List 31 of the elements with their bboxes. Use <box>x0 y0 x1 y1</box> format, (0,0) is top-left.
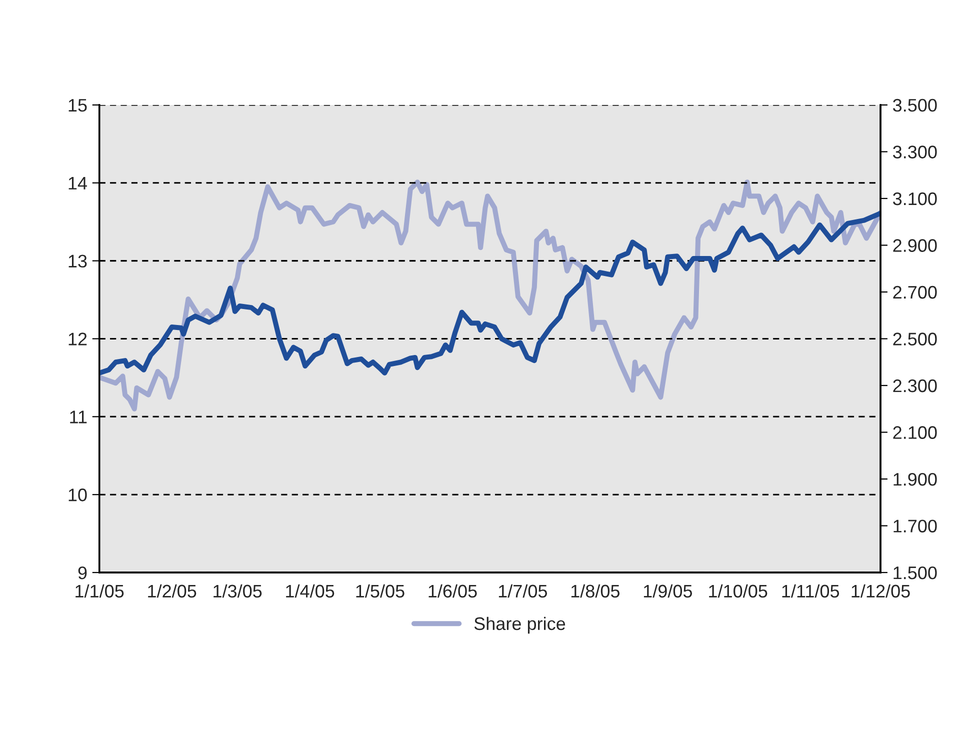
y2-tick-label: 2.700 <box>893 286 937 299</box>
x-tick-label: 1/7/05 <box>498 584 548 598</box>
x-tick-label: 1/11/05 <box>782 584 840 598</box>
x-tick-label: 1/2/05 <box>148 584 196 598</box>
y-tick-label: 10 <box>68 488 87 502</box>
x-tick-label: 1/1/05 <box>76 584 124 598</box>
x-tick-label: 1/10/05 <box>709 584 768 598</box>
x-tick-label: 1/12/05 <box>852 584 910 598</box>
y2-tick-label: 3.500 <box>893 98 937 112</box>
y-tick-label: 14 <box>68 177 87 190</box>
y-tick-label: 9 <box>78 566 87 580</box>
y2-tick-label: 2.900 <box>893 239 937 252</box>
x-tick-label: 1/6/05 <box>428 584 477 598</box>
y2-tick-label: 2.300 <box>893 379 937 392</box>
y2-tick-label: 1.700 <box>894 520 937 532</box>
legend-label: Share price <box>474 616 566 634</box>
x-tick-label: 1/4/05 <box>286 584 334 598</box>
x-tick-label: 1/9/05 <box>644 584 692 598</box>
y-tick-label: 15 <box>68 99 87 112</box>
y2-tick-label: 3.300 <box>893 146 937 158</box>
y2-tick-label: 3.100 <box>893 192 937 206</box>
y2-tick-label: 2.100 <box>893 426 937 439</box>
y-tick-label: 13 <box>68 254 87 268</box>
x-tick-label: 1/8/05 <box>571 584 620 598</box>
y2-tick-label: 2.500 <box>893 332 937 346</box>
y-tick-label: 12 <box>68 332 87 346</box>
y2-tick-label: 1.900 <box>894 472 937 486</box>
x-tick-label: 1/3/05 <box>214 584 262 598</box>
y2-tick-label: 1.500 <box>894 566 937 580</box>
x-tick-label: 1/5/05 <box>356 584 404 598</box>
y-tick-label: 11 <box>70 410 87 424</box>
